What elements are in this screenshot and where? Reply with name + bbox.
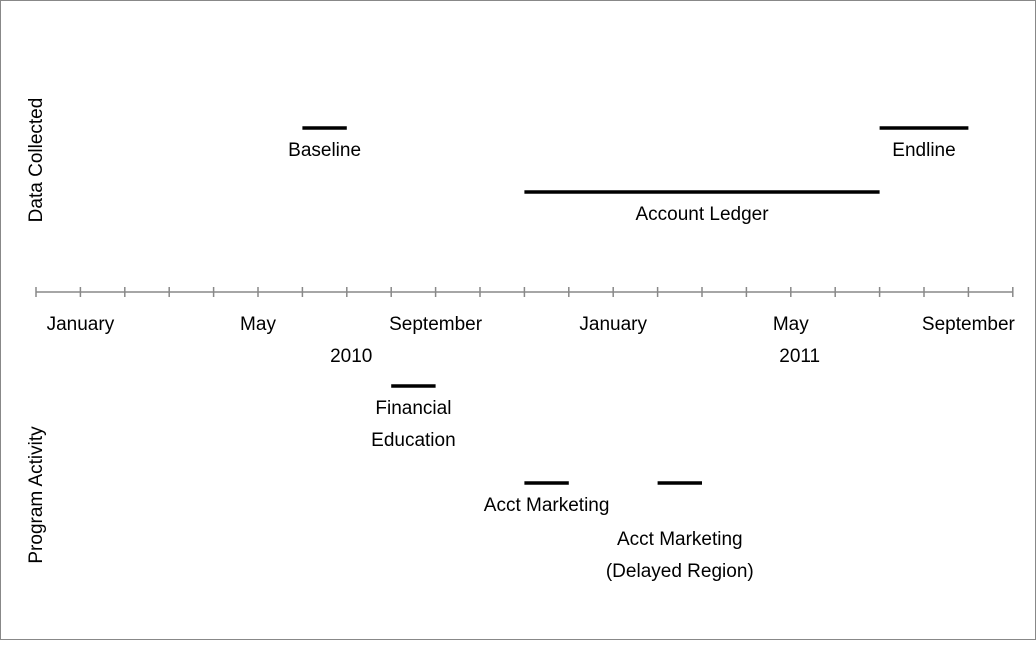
group-label: Program Activity	[26, 426, 47, 564]
task-label: Baseline	[288, 140, 361, 161]
x-tick-label: January	[579, 314, 647, 335]
task-label: Account Ledger	[635, 204, 769, 225]
year-label: 2010	[330, 346, 372, 367]
task-label: Acct Marketing	[484, 495, 610, 516]
task-label: Financial	[375, 398, 451, 419]
x-tick-label: May	[240, 314, 276, 335]
x-tick-label: January	[47, 314, 115, 335]
x-tick-label: September	[389, 314, 483, 335]
task-label: (Delayed Region)	[606, 561, 754, 582]
x-tick-label: September	[922, 314, 1016, 335]
task-label: Acct Marketing	[617, 529, 743, 550]
group-label: Data Collected	[26, 98, 47, 223]
task-label: Education	[371, 430, 456, 451]
year-label: 2011	[779, 346, 820, 367]
x-tick-label: May	[773, 314, 809, 335]
task-label: Endline	[892, 140, 955, 161]
